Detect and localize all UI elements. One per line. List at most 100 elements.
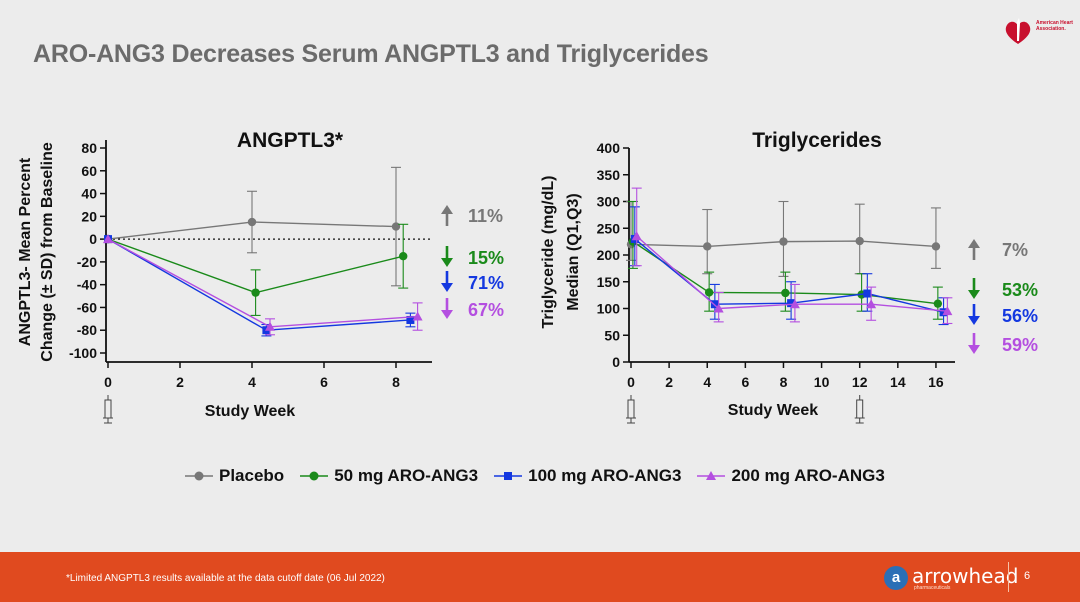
syringe-icon <box>626 395 636 424</box>
chart-title: Triglycerides <box>752 129 882 152</box>
y-tick-label: 0 <box>89 231 97 247</box>
x-tick-label: 4 <box>703 374 711 390</box>
chart-title: ANGPTL3* <box>237 129 344 152</box>
annotation-label: 15% <box>468 248 504 268</box>
data-point <box>939 308 948 317</box>
data-point <box>787 299 796 308</box>
data-point <box>942 306 953 316</box>
y-tick-label: 80 <box>81 140 97 156</box>
legend-label: 100 mg ARO-ANG3 <box>528 466 682 485</box>
arrow-head <box>968 316 980 325</box>
x-tick-label: 6 <box>741 374 749 390</box>
arrowhead-logo-icon: a <box>884 565 908 590</box>
legend-label: 200 mg ARO-ANG3 <box>731 466 885 485</box>
y-tick-label: 250 <box>597 220 621 236</box>
data-point <box>855 236 864 246</box>
x-axis-label: Study Week <box>728 402 819 419</box>
data-point <box>704 288 714 297</box>
slide-title: ARO-ANG3 Decreases Serum ANGPTL3 and Tri… <box>33 40 709 68</box>
data-point <box>412 311 423 321</box>
x-tick-label: 12 <box>852 374 868 390</box>
data-point <box>866 299 877 309</box>
syringe-icon <box>103 395 113 424</box>
annotation-label: 56% <box>1002 306 1038 326</box>
y-tick-label: 50 <box>604 327 620 343</box>
y-tick-label: 150 <box>597 274 621 290</box>
legend-item: 100 mg ARO-ANG3 <box>494 466 681 486</box>
y-axis-label: Triglyceride (mg/dL) Median (Q1,Q3) <box>540 176 582 329</box>
arrowhead-logo: a arrowhead pharmaceuticals <box>884 564 1018 591</box>
footnote: *Limited ANGPTL3 results available at th… <box>66 573 385 584</box>
data-point <box>391 222 401 231</box>
x-axis-label: Study Week <box>205 403 296 420</box>
arrow-head <box>968 290 980 299</box>
x-tick-label: 2 <box>176 374 184 390</box>
annotation-label: 71% <box>468 273 504 293</box>
y-axis-label-line: Triglyceride (mg/dL) <box>540 176 557 329</box>
legend-label: 50 mg ARO-ANG3 <box>334 466 479 485</box>
arrow-head <box>441 205 453 214</box>
page-number: 6 <box>1024 570 1031 582</box>
data-point <box>399 251 408 261</box>
annotation-label: 59% <box>1002 335 1038 355</box>
x-tick-label: 10 <box>814 374 830 390</box>
x-tick-label: 0 <box>627 374 635 390</box>
y-tick-label: -60 <box>77 299 97 315</box>
data-point <box>789 299 800 309</box>
annotation-label: 11% <box>468 206 503 226</box>
x-tick-label: 6 <box>320 374 328 390</box>
y-tick-label: 0 <box>612 354 620 370</box>
legend-item: 200 mg ARO-ANG3 <box>697 466 885 486</box>
y-tick-label: -100 <box>69 345 97 361</box>
x-tick-label: 8 <box>392 374 400 390</box>
x-tick-label: 0 <box>104 374 112 390</box>
series-50-mg-aro-ang3 <box>627 200 943 320</box>
annotation: 11% <box>441 205 503 226</box>
heart-torch-icon <box>1005 18 1031 44</box>
data-point <box>781 288 790 298</box>
footer-bar: *Limited ANGPTL3 results available at th… <box>0 552 1080 602</box>
chart-triglycerides: Triglycerides 0 50 100 150 200 250 300 350 400 0 2 4… <box>540 129 1038 424</box>
data-point <box>247 217 257 227</box>
data-point <box>406 315 415 324</box>
annotation: 59% <box>968 333 1038 355</box>
annotation: 71% <box>441 271 504 293</box>
legend-marker <box>185 471 213 481</box>
y-tick-label: 40 <box>81 186 97 202</box>
aha-logo-text: American Heart Association. <box>1036 20 1073 32</box>
data-point <box>103 234 113 244</box>
data-point <box>863 289 872 298</box>
y-tick-label: 60 <box>81 163 97 179</box>
annotation: 7% <box>968 239 1028 260</box>
legend-marker <box>300 471 329 481</box>
data-point <box>779 237 788 246</box>
y-tick-label: 350 <box>597 167 621 183</box>
data-point <box>631 231 642 241</box>
legend: Placebo 50 mg ARO-ANG3 100 mg ARO-ANG3 200 … <box>185 466 901 486</box>
arrow-head <box>968 345 980 354</box>
series-line <box>107 238 411 331</box>
data-point <box>713 303 724 313</box>
series-line <box>107 238 418 328</box>
series-50-mg-aro-ang3 <box>103 223 409 316</box>
annotation: 67% <box>441 298 504 320</box>
data-point <box>265 321 275 331</box>
annotation-label: 7% <box>1002 240 1028 260</box>
series-placebo <box>626 200 941 277</box>
data-point <box>933 299 943 308</box>
legend-item: 50 mg ARO-ANG3 <box>300 466 478 486</box>
arrow-head <box>441 283 453 292</box>
legend-marker <box>494 472 523 480</box>
syringe-icon <box>854 395 865 424</box>
annotation: 56% <box>968 304 1038 326</box>
footer-divider <box>1008 562 1009 592</box>
annotation: 15% <box>441 246 504 268</box>
data-point <box>703 242 712 251</box>
data-point <box>251 288 260 297</box>
legend-item: Placebo <box>185 466 284 486</box>
arrow-head <box>441 258 453 267</box>
x-tick-label: 16 <box>928 374 944 390</box>
y-axis-label-line: ANGPTL3- Mean Percent <box>17 157 34 346</box>
annotation-label: 67% <box>468 300 504 320</box>
